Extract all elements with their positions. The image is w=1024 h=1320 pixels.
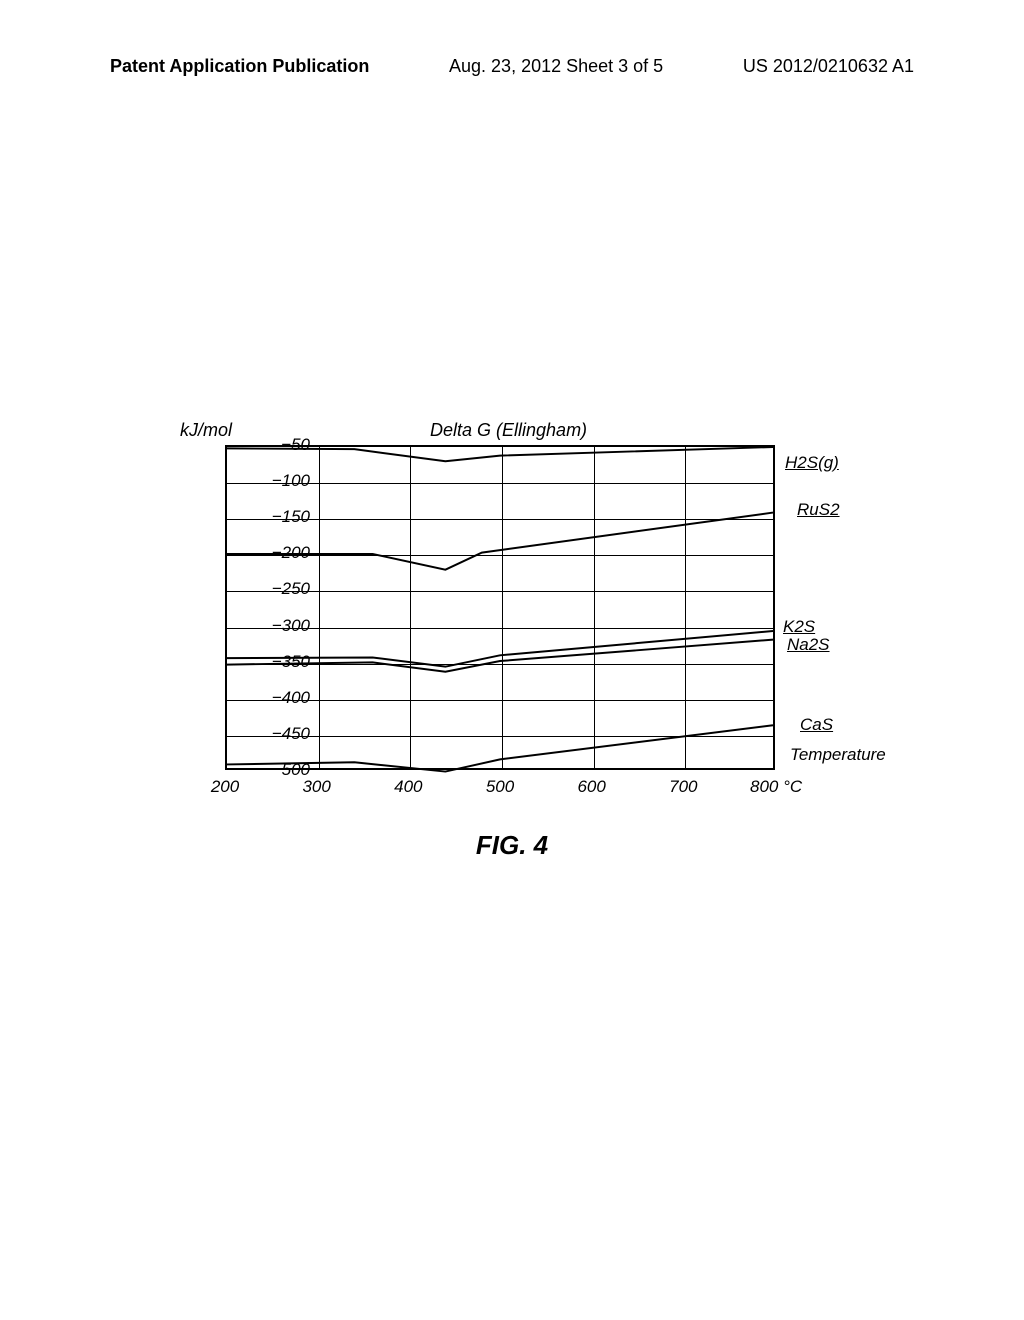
series-label-RuS2: RuS2 <box>797 500 840 520</box>
y-tick-label: −350 <box>250 652 310 672</box>
gridline-vertical <box>410 447 411 768</box>
y-tick-label: −500 <box>250 760 310 780</box>
gridline-vertical <box>319 447 320 768</box>
x-axis-label: Temperature <box>790 745 886 765</box>
x-tick-label: 300 <box>302 777 330 797</box>
gridline-vertical <box>685 447 686 768</box>
x-tick-label: 200 <box>211 777 239 797</box>
y-tick-label: −400 <box>250 688 310 708</box>
y-tick-label: −50 <box>250 435 310 455</box>
gridline-vertical <box>594 447 595 768</box>
y-tick-label: −450 <box>250 724 310 744</box>
x-tick-label: 600 <box>577 777 605 797</box>
gridline-vertical <box>502 447 503 768</box>
ellingham-chart: kJ/mol Delta G (Ellingham) Temperature −… <box>150 445 870 805</box>
y-axis-unit: kJ/mol <box>180 420 232 441</box>
figure-caption: FIG. 4 <box>0 830 1024 861</box>
y-tick-label: −150 <box>250 507 310 527</box>
header-right: US 2012/0210632 A1 <box>743 56 914 77</box>
series-label-K2S: K2S <box>783 617 815 637</box>
header-left: Patent Application Publication <box>110 56 369 77</box>
x-tick-label: 400 <box>394 777 422 797</box>
plot-area <box>225 445 775 770</box>
y-tick-label: −100 <box>250 471 310 491</box>
x-tick-unit: 800 °C <box>750 777 802 797</box>
page-header: Patent Application Publication Aug. 23, … <box>0 56 1024 77</box>
chart-title: Delta G (Ellingham) <box>430 420 587 441</box>
y-tick-label: −300 <box>250 616 310 636</box>
x-tick-label: 700 <box>669 777 697 797</box>
chart-lines-svg <box>227 447 773 768</box>
series-label-H2S(g): H2S(g) <box>785 453 839 473</box>
y-tick-label: −200 <box>250 543 310 563</box>
x-tick-label: 500 <box>486 777 514 797</box>
y-tick-label: −250 <box>250 579 310 599</box>
series-label-CaS: CaS <box>800 715 833 735</box>
header-center: Aug. 23, 2012 Sheet 3 of 5 <box>449 56 663 77</box>
series-label-Na2S: Na2S <box>787 635 830 655</box>
